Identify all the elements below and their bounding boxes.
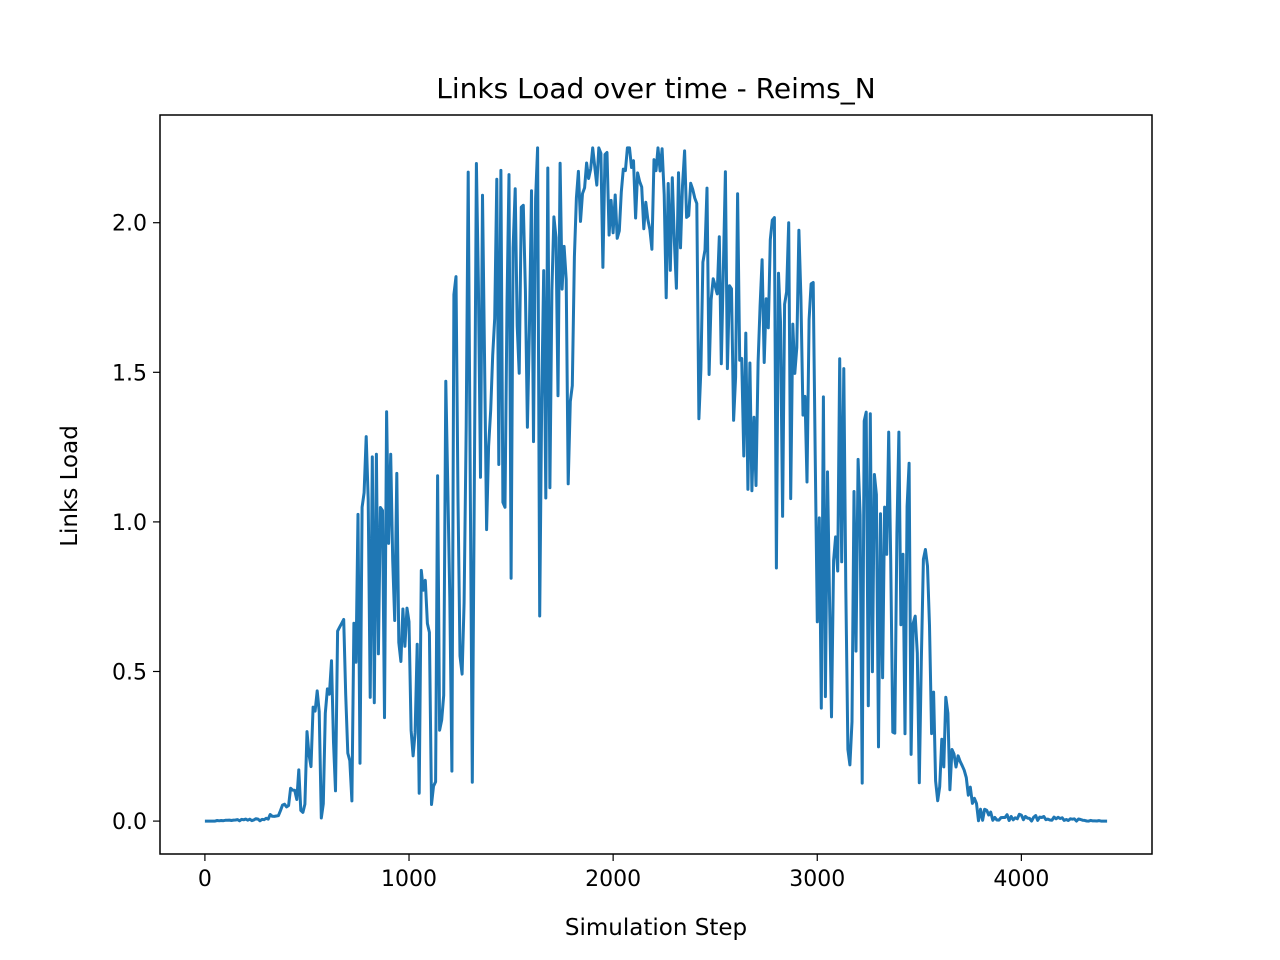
x-tick-label: 2000 — [585, 867, 641, 892]
y-tick-label: 2.0 — [112, 212, 147, 237]
y-tick-label: 0.5 — [112, 660, 147, 685]
series-line — [204, 146, 1108, 823]
x-tick-label: 3000 — [789, 867, 845, 892]
x-axis-label: Simulation Step — [565, 915, 747, 941]
y-tick-label: 0.0 — [112, 810, 147, 835]
y-tick-label: 1.5 — [112, 361, 147, 386]
axis-ticks: 0 1000 2000 3000 4000 0.0 0.5 1.0 1.5 2.0 — [112, 212, 1049, 892]
chart-title: Links Load over time - Reims_N — [436, 72, 875, 105]
plot-area — [204, 146, 1108, 823]
x-tick-label: 0 — [198, 867, 212, 892]
x-tick-label: 1000 — [381, 867, 437, 892]
axes-frame — [159, 114, 1153, 855]
y-tick-label: 1.0 — [112, 511, 147, 536]
x-tick-label: 4000 — [993, 867, 1049, 892]
y-axis-label: Links Load — [57, 425, 83, 547]
